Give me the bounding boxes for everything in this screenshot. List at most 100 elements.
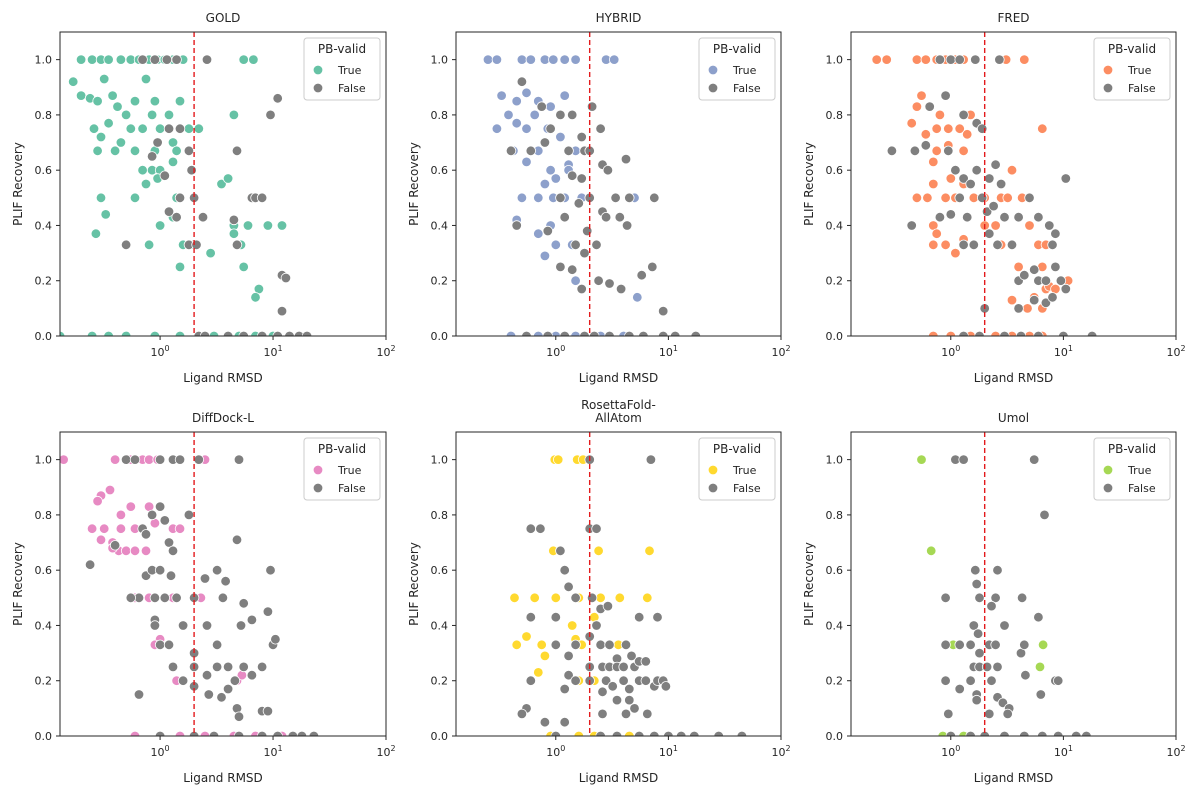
data-point-true [67, 76, 79, 87]
x-tick-label: 102 [1166, 744, 1185, 759]
data-point-true [928, 330, 939, 336]
data-point-false [233, 454, 245, 465]
data-point-false [186, 164, 197, 176]
data-point-false [165, 570, 177, 581]
data-point-true [496, 90, 507, 101]
data-point-false [570, 592, 581, 604]
y-tick-label: 0.2 [35, 675, 53, 688]
x-tick-label: 101 [1054, 344, 1073, 359]
data-point-false [988, 200, 999, 212]
data-point-false [958, 239, 969, 251]
data-point-false [238, 330, 249, 336]
data-point-false [579, 330, 590, 336]
data-point-false [602, 164, 614, 176]
data-point-false [149, 620, 161, 631]
legend-label-true: True [337, 64, 362, 77]
data-point-false [576, 173, 587, 184]
data-point-true [109, 454, 121, 465]
data-point-false [1002, 708, 1013, 720]
data-point-false [171, 54, 182, 65]
data-point-true [250, 292, 261, 303]
data-point-true [931, 123, 942, 134]
data-point-true [945, 330, 956, 336]
data-point-true [129, 145, 141, 157]
data-point-false [611, 730, 623, 736]
data-point-false [197, 211, 209, 223]
data-point-false [1055, 275, 1067, 286]
data-point-false [958, 454, 969, 465]
data-point-false [149, 54, 161, 65]
data-point-false [977, 123, 988, 134]
data-point-false [231, 145, 243, 157]
data-point-false [1081, 730, 1092, 736]
data-point-true [550, 592, 562, 604]
y-tick-label: 0.0 [35, 330, 53, 343]
data-point-false [563, 670, 574, 681]
data-point-true [1019, 54, 1030, 65]
data-point-true [958, 145, 969, 157]
data-point-false [999, 211, 1010, 223]
data-point-true [276, 220, 288, 231]
data-point-true [1037, 123, 1048, 134]
data-point-false [525, 612, 537, 623]
data-point-false [516, 76, 528, 87]
data-point-false [642, 708, 653, 720]
data-point-false [1039, 509, 1050, 521]
data-point-true [573, 730, 584, 736]
data-point-true [920, 129, 932, 140]
data-point-true [88, 123, 100, 134]
data-point-false [191, 239, 202, 251]
data-point-false [559, 683, 570, 695]
data-point-false [940, 675, 951, 686]
data-point-true [92, 95, 103, 107]
data-point-false [511, 220, 522, 231]
y-tick-label: 0.0 [431, 730, 449, 743]
x-tick-label: 101 [659, 344, 678, 359]
legend-marker-true [1102, 64, 1114, 76]
data-point-true [545, 164, 556, 176]
y-tick-label: 1.0 [35, 454, 53, 467]
data-point-false [614, 211, 626, 223]
x-axis-label: Ligand RMSD [183, 771, 263, 785]
y-tick-label: 0.8 [826, 509, 844, 522]
data-point-false [539, 137, 551, 148]
data-point-false [272, 330, 283, 336]
data-point-true [1022, 303, 1033, 314]
chart-title: FRED [997, 11, 1029, 25]
data-point-false [906, 220, 917, 231]
data-point-false [1020, 670, 1031, 681]
data-point-true [1006, 164, 1018, 176]
data-point-false [984, 708, 995, 720]
y-tick-label: 0.0 [35, 730, 53, 743]
data-point-true [262, 220, 274, 231]
data-point-false [159, 592, 171, 604]
data-point-false [1035, 689, 1047, 700]
data-point-false [167, 661, 179, 673]
data-point-false [663, 730, 674, 736]
data-point-false [265, 109, 276, 121]
data-point-false [600, 211, 612, 223]
chart-title: RosettaFold-AllAtom [581, 398, 656, 425]
data-point-false [1040, 297, 1052, 309]
data-point-true [906, 117, 917, 129]
data-point-false [152, 137, 163, 148]
data-point-false [171, 211, 182, 223]
data-point-true [193, 123, 205, 134]
data-point-true [516, 192, 528, 204]
plot-frame [59, 431, 387, 737]
data-point-true [86, 330, 98, 336]
data-point-true [644, 545, 655, 557]
data-point-false [154, 454, 166, 465]
data-point-false [231, 534, 243, 546]
y-tick-label: 0.2 [35, 275, 53, 288]
data-point-false [146, 509, 158, 521]
data-point-true [103, 330, 114, 336]
data-point-true [103, 54, 114, 65]
y-tick-label: 0.4 [35, 219, 53, 232]
data-point-false [634, 612, 645, 623]
data-point-true [990, 330, 1001, 336]
y-tick-label: 0.2 [431, 675, 449, 688]
data-point-false [940, 639, 951, 651]
data-point-true [183, 123, 195, 134]
